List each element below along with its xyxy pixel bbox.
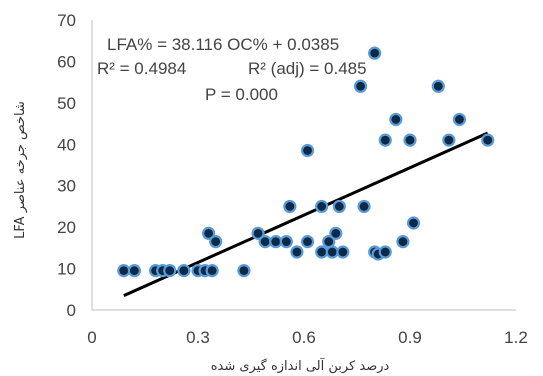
data-points [117, 46, 495, 278]
data-point [431, 79, 445, 93]
x-tick-label: 0.3 [186, 328, 210, 347]
data-point [117, 264, 131, 278]
data-point [127, 264, 141, 278]
data-point [202, 226, 216, 240]
data-point [336, 245, 350, 259]
data-point [332, 199, 346, 214]
data-point [368, 46, 382, 60]
data-point [442, 133, 456, 147]
x-tick-label: 0 [87, 328, 96, 347]
y-tick-label: 60 [57, 52, 76, 71]
data-point [452, 112, 467, 127]
y-tick-labels: 0 10 20 30 40 50 60 70 [57, 11, 76, 320]
data-point [163, 264, 177, 278]
x-tick-label: 1.2 [504, 328, 528, 347]
data-point [283, 199, 297, 214]
y-tick-label: 20 [57, 218, 76, 237]
data-point [389, 112, 403, 127]
data-point [378, 133, 392, 147]
x-tick-label: 0.9 [398, 328, 422, 347]
r-squared-adj-label: R² (adj) = 0.485 [248, 59, 367, 78]
x-tick-labels: 0 0.3 0.6 0.9 1.2 [87, 328, 528, 347]
data-point [205, 264, 219, 278]
data-point [406, 216, 421, 230]
data-point [378, 245, 392, 259]
data-point [177, 264, 191, 278]
data-point [353, 79, 368, 93]
x-tick-label: 0.6 [292, 328, 316, 347]
axes [91, 20, 516, 311]
y-tick-label: 0 [67, 301, 76, 320]
data-point [209, 235, 223, 249]
data-point [315, 199, 329, 214]
y-tick-label: 70 [57, 11, 76, 30]
y-tick-label: 40 [57, 135, 76, 154]
data-point [237, 264, 251, 278]
data-point [329, 226, 343, 240]
data-point [403, 133, 417, 147]
data-point [279, 235, 293, 249]
data-point [481, 133, 495, 147]
data-point [290, 245, 304, 259]
regression-equation: LFA% = 38.116 OC% + 0.0385 [107, 35, 339, 54]
data-point [396, 235, 410, 249]
y-tick-label: 10 [57, 260, 76, 279]
data-point [325, 245, 339, 259]
data-point [300, 143, 315, 158]
data-point [251, 226, 265, 240]
data-point [357, 199, 371, 214]
data-point [269, 235, 283, 249]
x-axis-title: درصد کربن آلی اندازه گیری شده [211, 357, 390, 374]
y-tick-label: 50 [57, 94, 76, 113]
y-axis-title: LFA شاخص جرخه عناصر [13, 101, 28, 239]
r-squared-label: R² = 0.4984 [97, 59, 186, 78]
data-point [258, 235, 272, 249]
p-value-label: P = 0.000 [205, 85, 278, 104]
y-tick-label: 30 [57, 177, 76, 196]
data-point [315, 245, 329, 259]
data-point [300, 235, 315, 249]
